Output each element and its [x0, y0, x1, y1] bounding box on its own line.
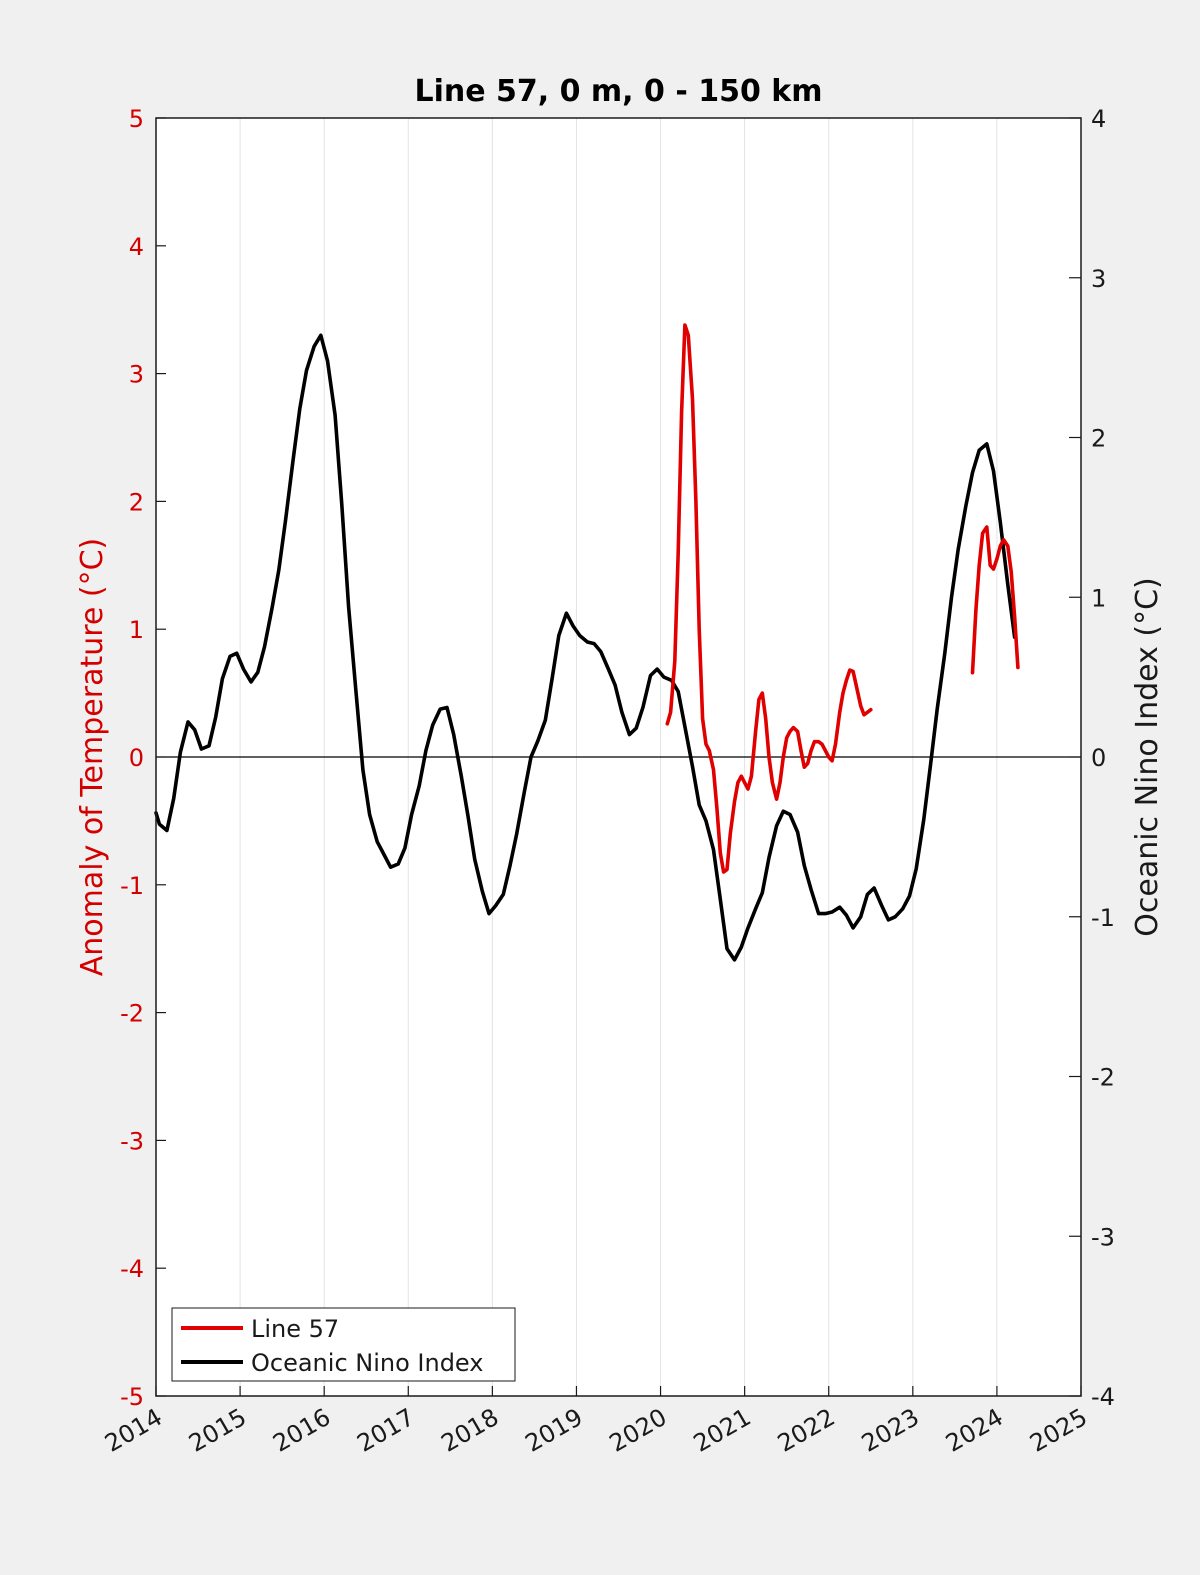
y-left-tick-label: 2 — [129, 488, 144, 516]
y-left-tick-label: -3 — [120, 1127, 144, 1155]
y-axis-left-label: Anomaly of Temperature (°C) — [75, 538, 110, 977]
y-left-tick-label: 3 — [129, 361, 144, 389]
y-right-tick-label: -3 — [1091, 1223, 1115, 1251]
y-right-tick-label: 3 — [1091, 265, 1106, 293]
oni-series-line-0 — [154, 333, 1017, 962]
line57-series-line-0 — [665, 323, 873, 874]
y-right-tick-label: 4 — [1091, 105, 1106, 133]
line57-series-line-1 — [970, 525, 1020, 675]
y-left-tick-label: 1 — [129, 616, 144, 644]
y-left-tick-label: 4 — [129, 233, 144, 261]
legend-label-line57: Line 57 — [251, 1315, 339, 1343]
y-axis-right-label: Oceanic Nino Index (°C) — [1130, 577, 1165, 937]
y-left-tick-label: -2 — [120, 1000, 144, 1028]
chart-title: Line 57, 0 m, 0 - 150 km — [414, 74, 822, 109]
y-right-tick-label: -2 — [1091, 1064, 1115, 1092]
y-left-tick-label: 0 — [129, 744, 144, 772]
y-left-tick-label: 5 — [129, 105, 144, 133]
y-right-tick-label: 1 — [1091, 584, 1106, 612]
y-left-tick-label: -1 — [120, 872, 144, 900]
y-left-tick-label: -5 — [120, 1383, 144, 1411]
legend-label-oni: Oceanic Nino Index — [251, 1349, 483, 1377]
y-right-tick-label: 0 — [1091, 744, 1106, 772]
y-right-tick-label: -4 — [1091, 1383, 1115, 1411]
y-right-tick-label: -1 — [1091, 904, 1115, 932]
y-right-tick-label: 2 — [1091, 425, 1106, 453]
legend-box — [171, 1307, 516, 1382]
y-left-tick-label: -4 — [120, 1255, 144, 1283]
legend: Line 57 Oceanic Nino Index — [171, 1307, 516, 1382]
series-layer — [154, 323, 1020, 962]
